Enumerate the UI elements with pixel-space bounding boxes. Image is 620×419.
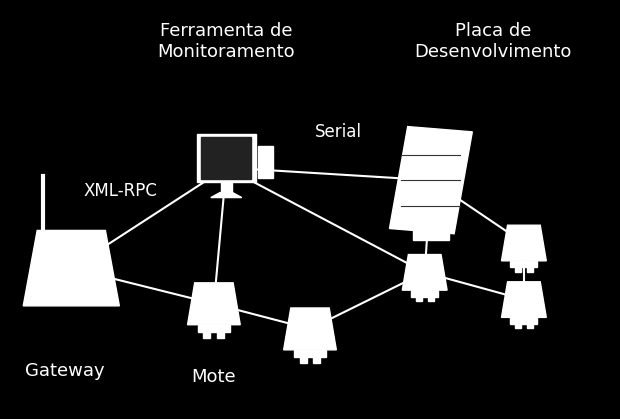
Bar: [416, 297, 422, 301]
Text: Placa de
Desenvolvimento: Placa de Desenvolvimento: [414, 23, 572, 61]
Bar: [515, 324, 521, 328]
Bar: [527, 324, 533, 328]
Bar: [218, 332, 224, 338]
Bar: [258, 147, 273, 178]
Bar: [510, 318, 538, 324]
Bar: [428, 297, 433, 301]
Text: Gateway: Gateway: [25, 362, 105, 380]
Bar: [413, 223, 449, 240]
Bar: [294, 350, 326, 357]
Bar: [198, 325, 229, 332]
Bar: [510, 261, 538, 267]
Bar: [197, 134, 255, 182]
Polygon shape: [187, 283, 240, 325]
Bar: [527, 267, 533, 272]
Text: XML-RPC: XML-RPC: [84, 182, 158, 199]
Bar: [201, 137, 252, 179]
Bar: [203, 332, 210, 338]
Polygon shape: [211, 193, 242, 198]
Bar: [515, 267, 521, 272]
Bar: [411, 290, 438, 297]
Polygon shape: [502, 282, 546, 318]
Text: Mote: Mote: [192, 368, 236, 386]
Text: Serial: Serial: [314, 123, 361, 141]
Polygon shape: [402, 255, 447, 290]
Bar: [299, 357, 306, 363]
Bar: [314, 357, 321, 363]
Polygon shape: [284, 308, 336, 350]
Polygon shape: [389, 127, 472, 234]
Polygon shape: [502, 225, 546, 261]
Text: Ferramenta de
Monitoramento: Ferramenta de Monitoramento: [157, 23, 295, 61]
Polygon shape: [24, 230, 119, 306]
Bar: [221, 182, 232, 193]
